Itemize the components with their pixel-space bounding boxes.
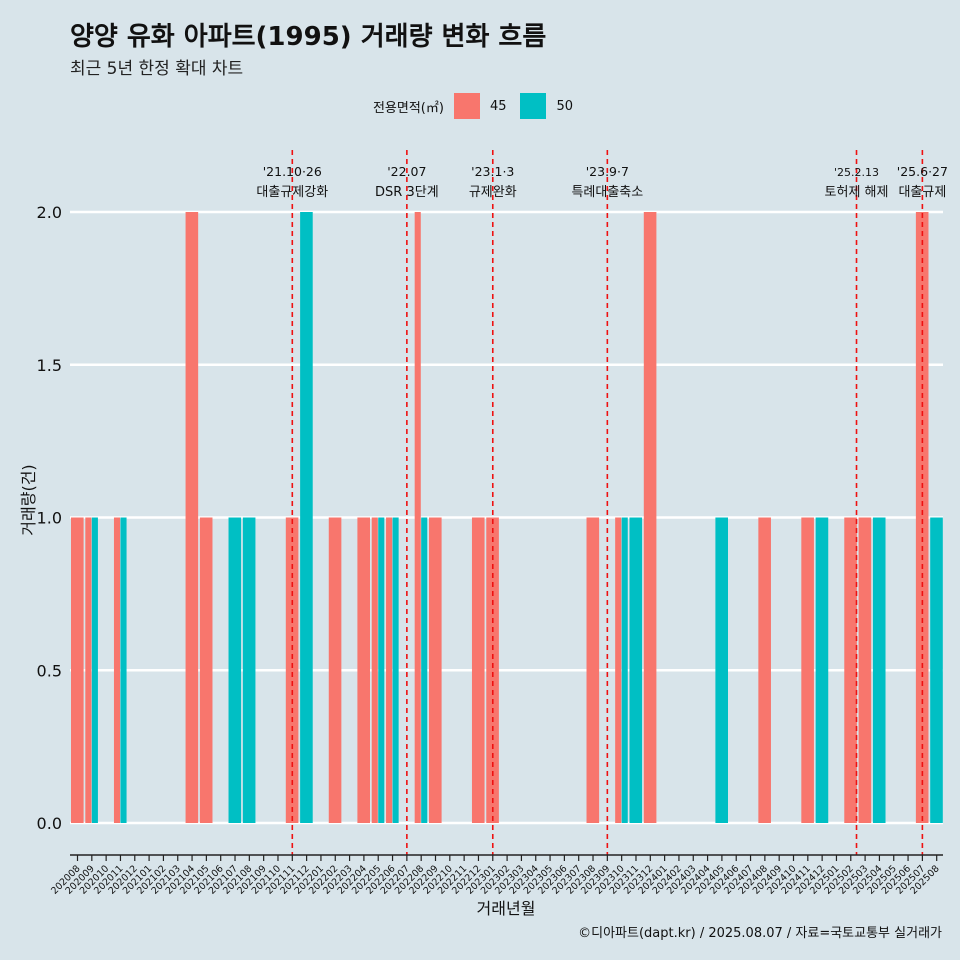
bar-202408-45 [758, 517, 771, 823]
chart-title: 양양 유화 아파트(1995) 거래량 변화 흐름 [70, 22, 547, 52]
event-name-label: DSR 3단계 [375, 185, 439, 200]
bar-202009-45 [85, 517, 92, 823]
event-date-label: '23.1·3 [471, 164, 514, 179]
legend-label-45: 45 [489, 98, 507, 114]
bar-202108-50 [242, 517, 256, 823]
bar-202205-50 [378, 517, 385, 823]
y-tick-label: 0.0 [37, 814, 62, 833]
y-tick-label: 1.0 [37, 509, 62, 528]
event-date-label: '25.2.13 [834, 166, 879, 179]
legend-swatch-50 [520, 93, 547, 119]
bar-202105-45 [199, 517, 213, 823]
bar-202507-45 [915, 212, 929, 823]
bar-202504-50 [872, 517, 886, 823]
event-name-label: 대출규제강화 [256, 185, 328, 200]
bar-202008-45 [71, 517, 84, 823]
event-date-label: '21.10·26 [263, 164, 322, 179]
event-name-label: 대출규제 [898, 185, 946, 200]
bar-202111-45 [285, 517, 299, 823]
bar-202508-50 [930, 517, 943, 823]
bar-202308-45 [586, 517, 600, 823]
bar-202310-50 [621, 517, 628, 823]
bar-202411-45 [801, 517, 814, 823]
bar-202206-45 [386, 517, 393, 823]
event-date-label: '25.6·27 [897, 164, 948, 179]
legend-title: 전용면적(㎡) [372, 100, 444, 116]
chart-subtitle: 최근 5년 한정 확대 차트 [70, 59, 244, 79]
event-date-label: '22.07 [387, 164, 426, 179]
legend-item-45: 45 [453, 93, 507, 119]
bar-202107-50 [228, 517, 242, 823]
bar-202405-50 [715, 517, 728, 823]
event-date-label: '23.9·7 [586, 164, 629, 179]
x-axis-title: 거래년월 [477, 899, 536, 918]
legend: 전용면적(㎡) 45 50 [0, 93, 960, 119]
legend-swatch-45 [453, 93, 480, 119]
event-name-label: 규제완화 [469, 185, 517, 200]
bar-202412-50 [815, 517, 829, 823]
bar-202011-50 [120, 517, 127, 823]
y-tick-label: 1.5 [37, 356, 62, 375]
bar-202503-45 [858, 517, 872, 823]
y-axis-title: 거래량(건) [19, 464, 38, 535]
y-tick-label: 2.0 [37, 203, 62, 222]
bar-202208-45 [414, 212, 421, 823]
bar-202009-50 [91, 517, 98, 823]
source-caption: ©디아파트(dapt.kr) / 2025.08.07 / 자료=국토교통부 실… [578, 926, 942, 941]
legend-item-50: 50 [520, 93, 573, 119]
y-tick-label: 0.5 [37, 661, 62, 680]
bar-202310-45 [615, 517, 622, 823]
bar-202011-45 [113, 517, 121, 823]
bar-202202-45 [328, 517, 342, 823]
bar-202104-45 [185, 212, 199, 823]
bar-202212-45 [471, 517, 485, 823]
bar-202209-45 [429, 517, 442, 823]
event-name-label: 토허제 해제 [825, 185, 889, 200]
bar-202502-45 [844, 517, 857, 823]
bar-202301-45 [486, 517, 499, 823]
bar-202205-45 [371, 517, 378, 823]
bar-202311-50 [629, 517, 643, 823]
bar-202204-45 [357, 517, 370, 823]
legend-label-50: 50 [556, 98, 574, 114]
event-name-label: 특례대출축소 [571, 185, 643, 200]
bar-202206-50 [392, 517, 399, 823]
bar-202112-50 [300, 212, 313, 823]
bar-202208-50 [421, 517, 428, 823]
bar-202312-45 [643, 212, 657, 823]
